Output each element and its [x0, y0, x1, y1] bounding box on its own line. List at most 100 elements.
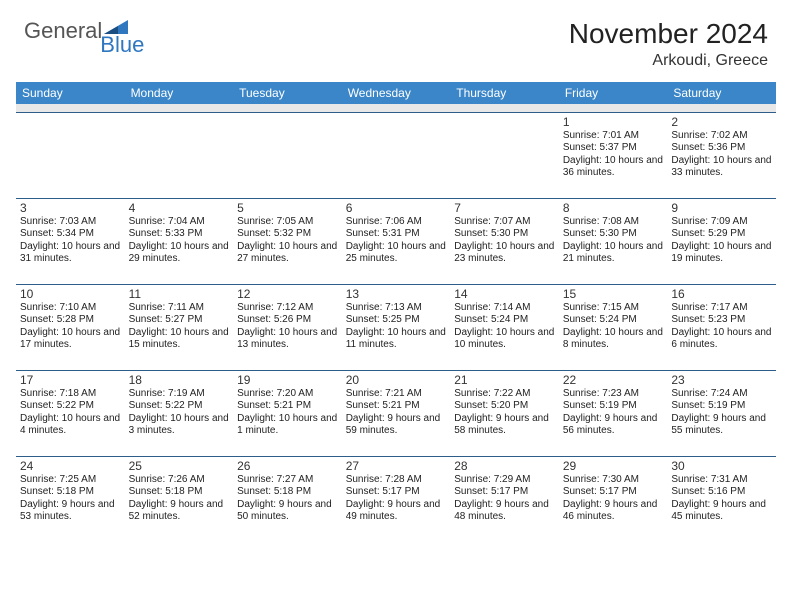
day-info: Sunrise: 7:21 AMSunset: 5:21 PMDaylight:…	[346, 388, 447, 438]
day-cell: 7Sunrise: 7:07 AMSunset: 5:30 PMDaylight…	[450, 198, 559, 284]
day-cell: 27Sunrise: 7:28 AMSunset: 5:17 PMDayligh…	[342, 456, 451, 542]
day-cell: 18Sunrise: 7:19 AMSunset: 5:22 PMDayligh…	[125, 370, 234, 456]
day-number: 11	[129, 287, 230, 301]
day-number: 26	[237, 459, 338, 473]
day-number: 13	[346, 287, 447, 301]
day-cell: 11Sunrise: 7:11 AMSunset: 5:27 PMDayligh…	[125, 284, 234, 370]
day-info: Sunrise: 7:23 AMSunset: 5:19 PMDaylight:…	[563, 388, 664, 438]
day-info: Sunrise: 7:26 AMSunset: 5:18 PMDaylight:…	[129, 474, 230, 524]
day-info: Sunrise: 7:10 AMSunset: 5:28 PMDaylight:…	[20, 302, 121, 352]
day-number: 21	[454, 373, 555, 387]
col-monday: Monday	[125, 82, 234, 104]
day-info: Sunrise: 7:14 AMSunset: 5:24 PMDaylight:…	[454, 302, 555, 352]
day-cell: 2Sunrise: 7:02 AMSunset: 5:36 PMDaylight…	[667, 112, 776, 198]
col-saturday: Saturday	[667, 82, 776, 104]
logo-text-blue: Blue	[100, 32, 144, 58]
day-info: Sunrise: 7:09 AMSunset: 5:29 PMDaylight:…	[671, 216, 772, 266]
logo-text-general: General	[24, 18, 102, 44]
day-cell	[16, 112, 125, 198]
day-number: 22	[563, 373, 664, 387]
day-number: 29	[563, 459, 664, 473]
col-thursday: Thursday	[450, 82, 559, 104]
day-info: Sunrise: 7:18 AMSunset: 5:22 PMDaylight:…	[20, 388, 121, 438]
day-number: 20	[346, 373, 447, 387]
day-cell: 12Sunrise: 7:12 AMSunset: 5:26 PMDayligh…	[233, 284, 342, 370]
day-cell: 10Sunrise: 7:10 AMSunset: 5:28 PMDayligh…	[16, 284, 125, 370]
day-number: 16	[671, 287, 772, 301]
day-cell	[342, 112, 451, 198]
col-tuesday: Tuesday	[233, 82, 342, 104]
logo: General Blue	[24, 18, 174, 44]
day-cell: 6Sunrise: 7:06 AMSunset: 5:31 PMDaylight…	[342, 198, 451, 284]
day-cell: 19Sunrise: 7:20 AMSunset: 5:21 PMDayligh…	[233, 370, 342, 456]
separator-row	[16, 104, 776, 112]
day-cell: 20Sunrise: 7:21 AMSunset: 5:21 PMDayligh…	[342, 370, 451, 456]
col-friday: Friday	[559, 82, 668, 104]
day-cell: 29Sunrise: 7:30 AMSunset: 5:17 PMDayligh…	[559, 456, 668, 542]
day-info: Sunrise: 7:28 AMSunset: 5:17 PMDaylight:…	[346, 474, 447, 524]
day-cell: 15Sunrise: 7:15 AMSunset: 5:24 PMDayligh…	[559, 284, 668, 370]
day-cell: 23Sunrise: 7:24 AMSunset: 5:19 PMDayligh…	[667, 370, 776, 456]
day-cell: 25Sunrise: 7:26 AMSunset: 5:18 PMDayligh…	[125, 456, 234, 542]
day-number: 18	[129, 373, 230, 387]
day-cell: 13Sunrise: 7:13 AMSunset: 5:25 PMDayligh…	[342, 284, 451, 370]
day-info: Sunrise: 7:27 AMSunset: 5:18 PMDaylight:…	[237, 474, 338, 524]
day-cell: 30Sunrise: 7:31 AMSunset: 5:16 PMDayligh…	[667, 456, 776, 542]
day-cell: 8Sunrise: 7:08 AMSunset: 5:30 PMDaylight…	[559, 198, 668, 284]
day-number: 3	[20, 201, 121, 215]
day-info: Sunrise: 7:30 AMSunset: 5:17 PMDaylight:…	[563, 474, 664, 524]
day-info: Sunrise: 7:01 AMSunset: 5:37 PMDaylight:…	[563, 130, 664, 180]
day-info: Sunrise: 7:20 AMSunset: 5:21 PMDaylight:…	[237, 388, 338, 438]
location-label: Arkoudi, Greece	[569, 52, 768, 70]
day-number: 14	[454, 287, 555, 301]
day-cell	[125, 112, 234, 198]
week-row: 17Sunrise: 7:18 AMSunset: 5:22 PMDayligh…	[16, 370, 776, 456]
day-cell: 5Sunrise: 7:05 AMSunset: 5:32 PMDaylight…	[233, 198, 342, 284]
header: General Blue November 2024 Arkoudi, Gree…	[0, 0, 792, 78]
day-info: Sunrise: 7:17 AMSunset: 5:23 PMDaylight:…	[671, 302, 772, 352]
day-info: Sunrise: 7:24 AMSunset: 5:19 PMDaylight:…	[671, 388, 772, 438]
week-row: 1Sunrise: 7:01 AMSunset: 5:37 PMDaylight…	[16, 112, 776, 198]
day-info: Sunrise: 7:08 AMSunset: 5:30 PMDaylight:…	[563, 216, 664, 266]
day-cell	[450, 112, 559, 198]
day-cell	[233, 112, 342, 198]
day-number: 30	[671, 459, 772, 473]
day-info: Sunrise: 7:22 AMSunset: 5:20 PMDaylight:…	[454, 388, 555, 438]
day-cell: 1Sunrise: 7:01 AMSunset: 5:37 PMDaylight…	[559, 112, 668, 198]
day-cell: 21Sunrise: 7:22 AMSunset: 5:20 PMDayligh…	[450, 370, 559, 456]
day-cell: 4Sunrise: 7:04 AMSunset: 5:33 PMDaylight…	[125, 198, 234, 284]
day-info: Sunrise: 7:02 AMSunset: 5:36 PMDaylight:…	[671, 130, 772, 180]
day-info: Sunrise: 7:31 AMSunset: 5:16 PMDaylight:…	[671, 474, 772, 524]
day-cell: 22Sunrise: 7:23 AMSunset: 5:19 PMDayligh…	[559, 370, 668, 456]
day-number: 1	[563, 115, 664, 129]
day-info: Sunrise: 7:15 AMSunset: 5:24 PMDaylight:…	[563, 302, 664, 352]
day-number: 2	[671, 115, 772, 129]
title-block: November 2024 Arkoudi, Greece	[569, 18, 768, 70]
day-cell: 28Sunrise: 7:29 AMSunset: 5:17 PMDayligh…	[450, 456, 559, 542]
col-wednesday: Wednesday	[342, 82, 451, 104]
week-row: 24Sunrise: 7:25 AMSunset: 5:18 PMDayligh…	[16, 456, 776, 542]
day-info: Sunrise: 7:06 AMSunset: 5:31 PMDaylight:…	[346, 216, 447, 266]
day-cell: 3Sunrise: 7:03 AMSunset: 5:34 PMDaylight…	[16, 198, 125, 284]
col-sunday: Sunday	[16, 82, 125, 104]
day-cell: 17Sunrise: 7:18 AMSunset: 5:22 PMDayligh…	[16, 370, 125, 456]
day-number: 27	[346, 459, 447, 473]
day-number: 10	[20, 287, 121, 301]
day-number: 19	[237, 373, 338, 387]
day-header-row: Sunday Monday Tuesday Wednesday Thursday…	[16, 82, 776, 104]
day-info: Sunrise: 7:25 AMSunset: 5:18 PMDaylight:…	[20, 474, 121, 524]
day-cell: 26Sunrise: 7:27 AMSunset: 5:18 PMDayligh…	[233, 456, 342, 542]
day-info: Sunrise: 7:03 AMSunset: 5:34 PMDaylight:…	[20, 216, 121, 266]
day-info: Sunrise: 7:29 AMSunset: 5:17 PMDaylight:…	[454, 474, 555, 524]
week-row: 10Sunrise: 7:10 AMSunset: 5:28 PMDayligh…	[16, 284, 776, 370]
day-info: Sunrise: 7:13 AMSunset: 5:25 PMDaylight:…	[346, 302, 447, 352]
calendar-table: Sunday Monday Tuesday Wednesday Thursday…	[16, 82, 776, 542]
day-number: 15	[563, 287, 664, 301]
day-number: 24	[20, 459, 121, 473]
day-info: Sunrise: 7:04 AMSunset: 5:33 PMDaylight:…	[129, 216, 230, 266]
day-number: 12	[237, 287, 338, 301]
day-number: 5	[237, 201, 338, 215]
day-number: 17	[20, 373, 121, 387]
day-number: 9	[671, 201, 772, 215]
day-number: 4	[129, 201, 230, 215]
